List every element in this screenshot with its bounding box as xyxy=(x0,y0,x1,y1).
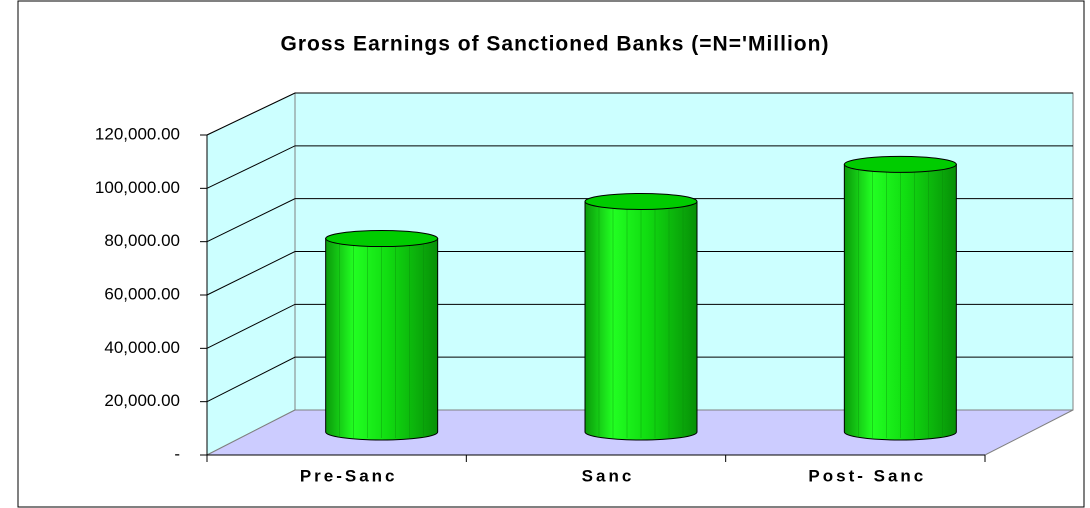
chart-title: Gross Earnings of Sanctioned Banks (=N='… xyxy=(281,33,830,56)
bar xyxy=(843,155,957,441)
x-tick-label: Sanc xyxy=(582,466,635,485)
bar-top xyxy=(584,192,698,210)
y-tick-label: 20,000.00 xyxy=(104,391,180,410)
grid-line xyxy=(206,145,1073,189)
grid-line xyxy=(206,92,1073,136)
y-tick-label: 80,000.00 xyxy=(104,231,180,250)
y-tick-label: 40,000.00 xyxy=(104,338,180,357)
grid-line xyxy=(206,356,1073,403)
grid-line xyxy=(206,303,1073,349)
y-tick-label: 60,000.00 xyxy=(104,284,180,303)
side-wall xyxy=(206,92,296,456)
x-tick-label: Post- Sanc xyxy=(808,466,926,485)
grid-line xyxy=(206,198,1073,243)
bar xyxy=(325,230,439,441)
bar-top xyxy=(325,230,439,248)
y-tick-label: 120,000.00 xyxy=(95,124,180,143)
bar-top xyxy=(843,155,957,173)
x-tick-label: Pre-Sanc xyxy=(300,466,398,485)
bar xyxy=(584,192,698,441)
y-tick-label: - xyxy=(174,444,180,463)
y-tick-label: 100,000.00 xyxy=(95,178,180,197)
grid-line xyxy=(206,251,1073,296)
